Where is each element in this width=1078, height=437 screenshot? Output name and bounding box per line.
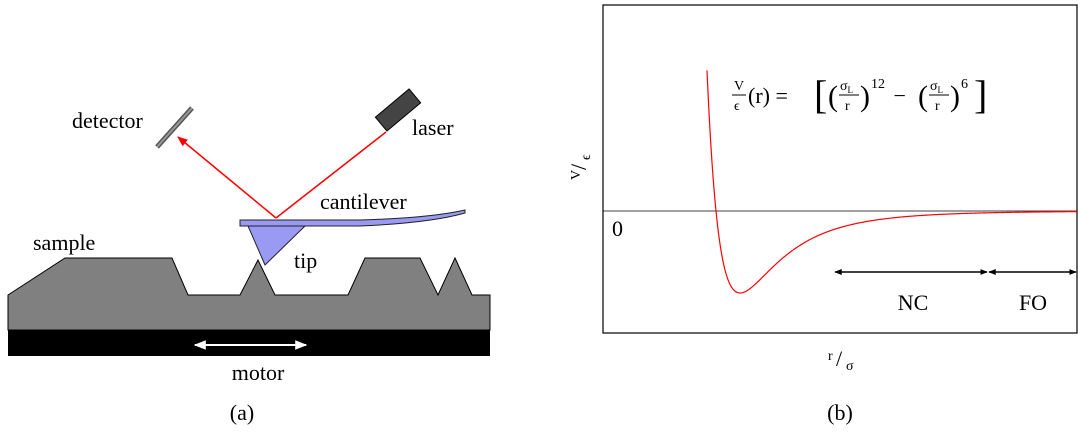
figure: detector laser cantilever sample tip mot… (0, 0, 1078, 437)
label: laser (412, 115, 454, 140)
f-part: (r) = (748, 83, 793, 108)
y-label-den: ϵ (579, 154, 594, 160)
f-part: 12 (871, 77, 885, 92)
f-part: ( (918, 80, 928, 113)
zero-label: 0 (612, 216, 623, 241)
f-part: ) (950, 80, 960, 113)
f-part: r (845, 99, 850, 114)
f-part: σL (840, 79, 853, 95)
f-part: [ (814, 72, 827, 117)
label: sample (33, 230, 95, 255)
panel-b: 0 NC FO V / ϵ r / σ V ϵ (r) = [ ( σL r )… (566, 5, 1077, 425)
label: detector (72, 108, 144, 133)
x-label-num: r (828, 349, 833, 364)
label: motor (232, 360, 285, 385)
f-part: L (938, 85, 944, 95)
panel-a: detector laser cantilever sample tip mot… (8, 89, 490, 425)
x-axis-label: r / σ (828, 346, 854, 374)
formula: V ϵ (r) = [ ( σL r ) 12 − ( σL r ) 6 ] (732, 72, 987, 117)
plot-frame (603, 5, 1077, 333)
f-part: ( (828, 80, 838, 113)
x-label-den: σ (846, 359, 854, 374)
f-part: 6 (961, 77, 968, 92)
y-axis-label: V / ϵ (566, 154, 594, 180)
label: tip (294, 248, 317, 273)
slash: / (566, 163, 591, 170)
f-part: L (848, 85, 854, 95)
sample-surface (8, 258, 490, 330)
f-part: ϵ (734, 99, 740, 114)
f-part: V (734, 79, 744, 94)
y-label-num: V (569, 170, 584, 180)
f-part: − (888, 83, 911, 108)
caption: (a) (230, 400, 254, 425)
region-label: NC (898, 290, 929, 315)
beam-to-detector (178, 137, 276, 218)
caption: (b) (827, 400, 853, 425)
f-part: ] (974, 72, 987, 117)
f-part: ) (860, 80, 870, 113)
f-part: σL (930, 79, 943, 95)
f-part: r (935, 99, 940, 114)
region-label: FO (1019, 290, 1047, 315)
label: cantilever (320, 189, 407, 214)
slash: / (836, 346, 843, 371)
detector-edge (157, 108, 192, 147)
motor-base (8, 330, 490, 356)
